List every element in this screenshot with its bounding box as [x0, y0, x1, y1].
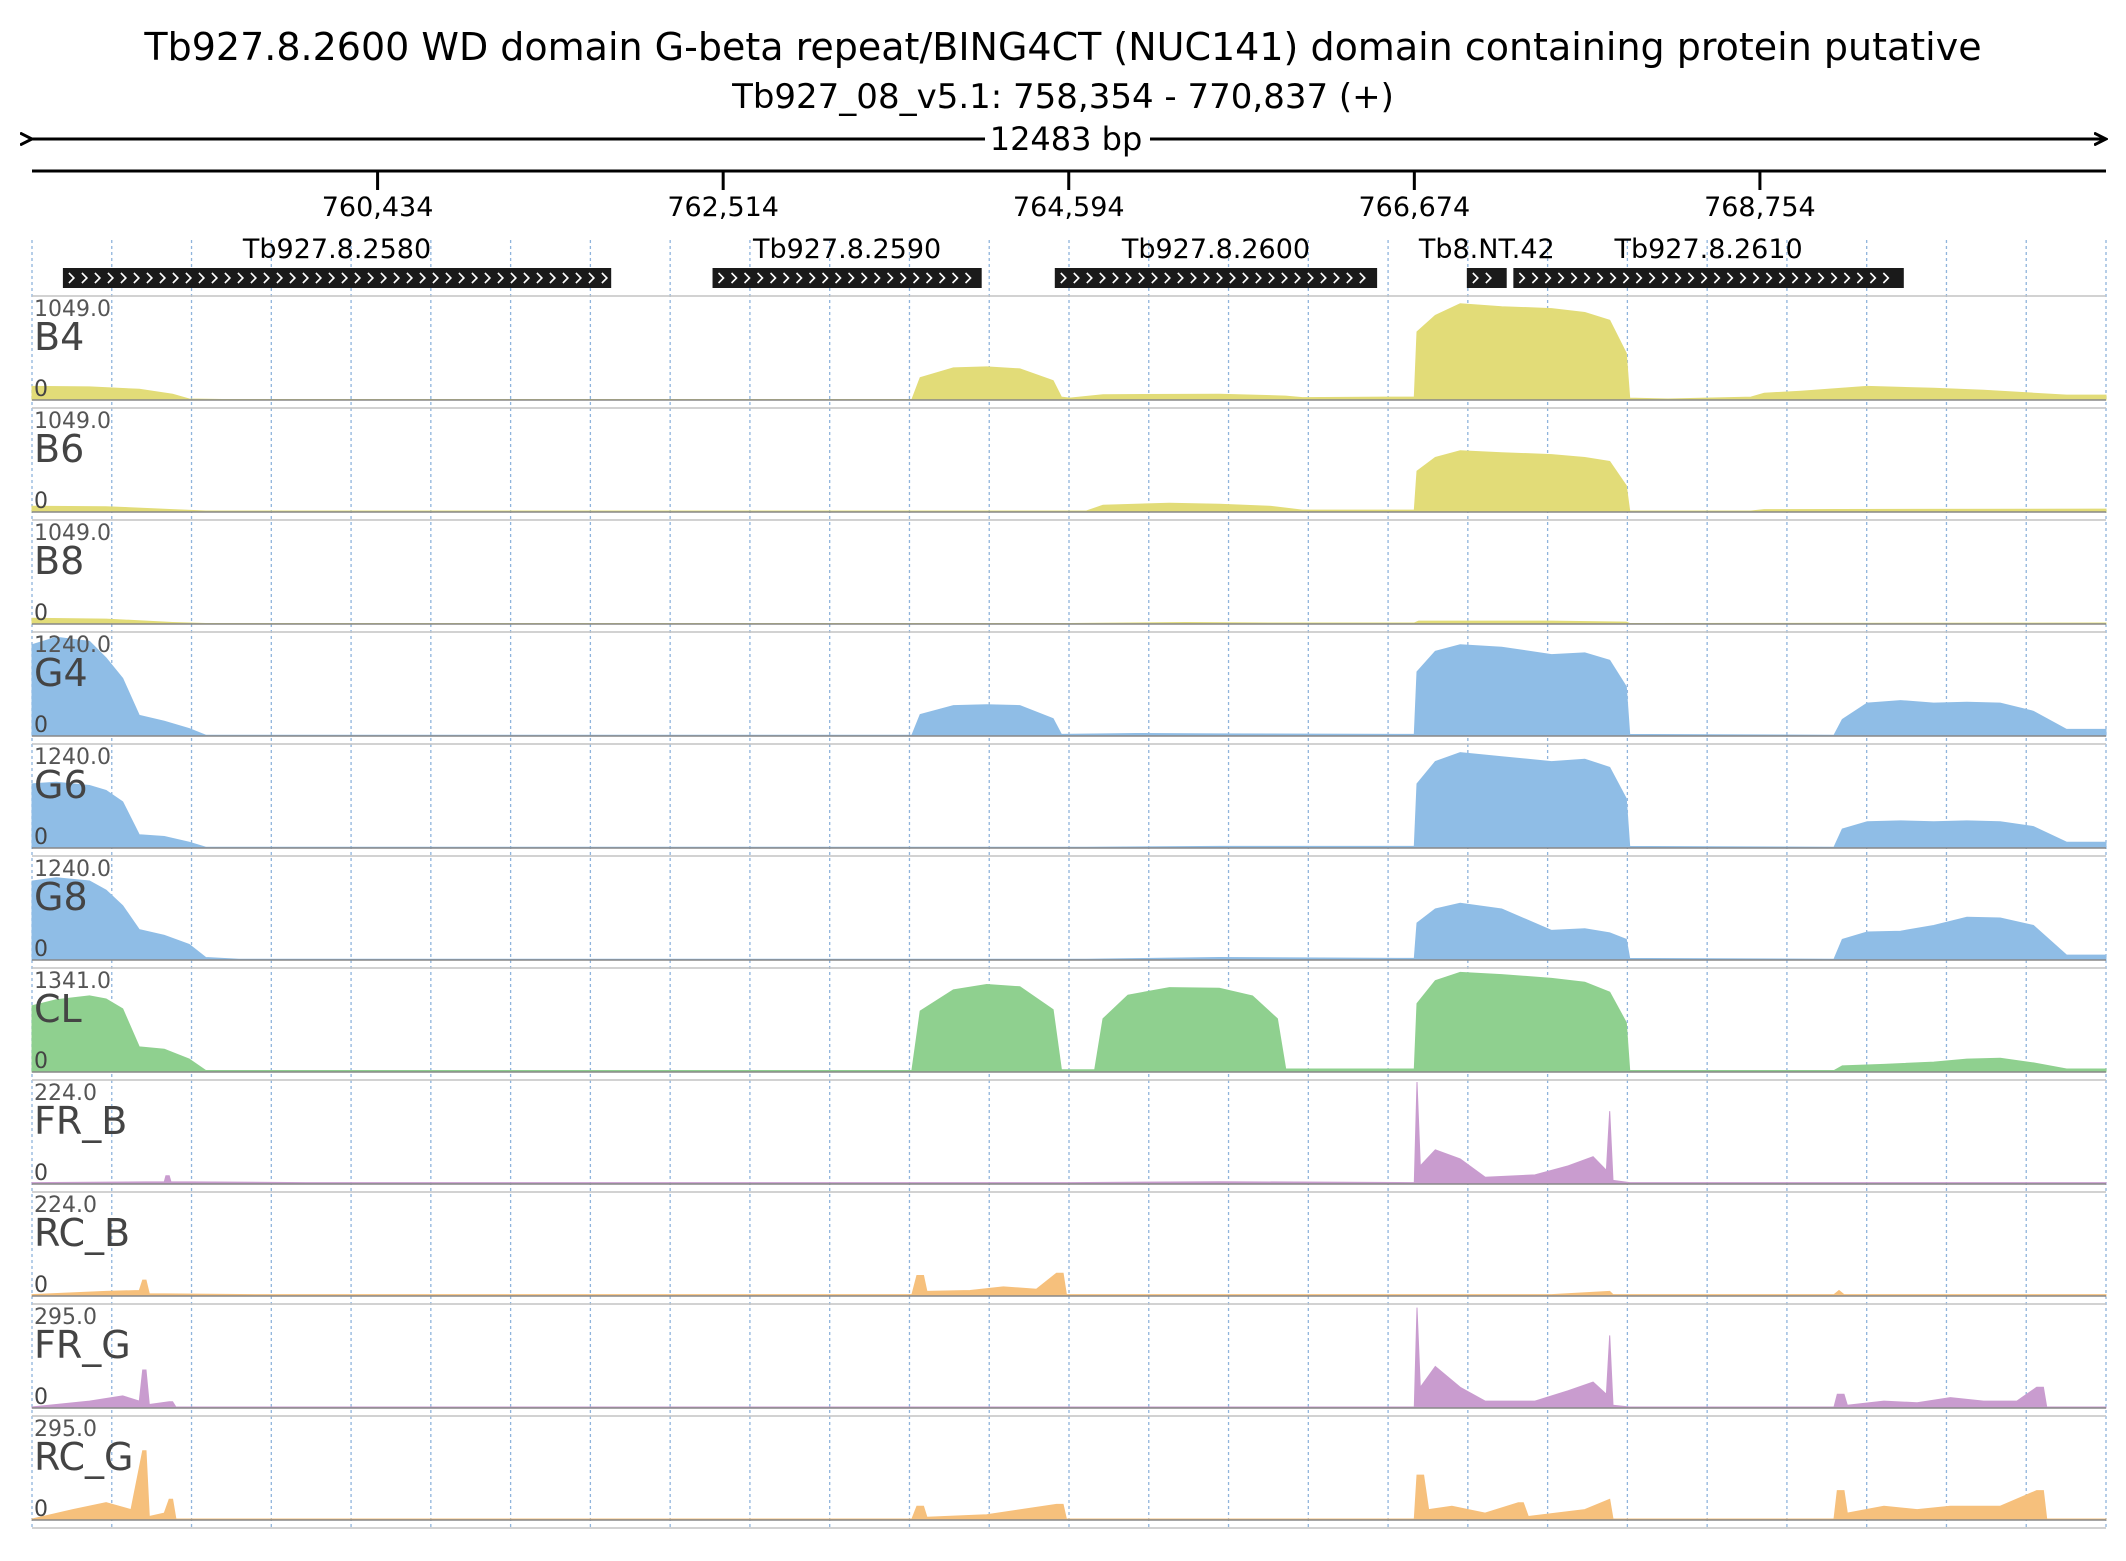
gene-feature[interactable]: Tb8.NT.42: [1418, 234, 1555, 288]
track-name: B4: [34, 315, 84, 359]
track-zero-label: 0: [34, 1161, 48, 1186]
coverage-area: [31, 1307, 2107, 1409]
coverage-area: [31, 752, 2107, 849]
coverage-track: 1341.0CL 0: [31, 967, 2107, 1074]
track-name: RC_G: [34, 1435, 134, 1479]
track-max-label: 295.0: [34, 1305, 97, 1330]
coverage-area: [31, 636, 2107, 737]
page-title: Tb927.8.2600 WD domain G-beta repeat/BIN…: [143, 25, 1981, 69]
track-zero-label: 0: [34, 601, 48, 626]
grid-lines: [31, 240, 2107, 1528]
track-zero-label: 0: [34, 937, 48, 962]
ruler-tick-label: 768,754: [1704, 192, 1816, 223]
track-name: G6: [34, 763, 88, 807]
coverage-track: 1049.0B4 0: [31, 295, 2107, 402]
gene-label: Tb927.8.2610: [1613, 234, 1802, 265]
gene-body[interactable]: [1054, 268, 1378, 288]
gene-body[interactable]: [712, 268, 982, 288]
gene-track: Tb927.8.2580 Tb927.8.2590 Tb927.8.2600 Tb8.…: [62, 234, 1904, 288]
track-name: B6: [34, 427, 84, 471]
ruler-tick-label: 766,674: [1359, 192, 1471, 223]
gene-label: Tb8.NT.42: [1418, 234, 1555, 265]
ruler-tick-label: 762,514: [667, 192, 779, 223]
strand-arrows: [68, 272, 609, 284]
track-name: G4: [34, 651, 88, 695]
track-max-label: 1049.0: [34, 521, 111, 546]
gene-feature[interactable]: Tb927.8.2590: [712, 234, 982, 288]
track-zero-label: 0: [34, 713, 48, 738]
coverage-area: [31, 1272, 2107, 1297]
gene-label: Tb927.8.2580: [242, 234, 431, 265]
track-zero-label: 0: [34, 1385, 48, 1410]
coverage-area: [31, 877, 2107, 961]
span-indicator: 12483 bp: [32, 120, 2106, 158]
coverage-area: [31, 1450, 2107, 1521]
coverage-area: [31, 971, 2107, 1073]
track-zero-label: 0: [34, 825, 48, 850]
track-zero-label: 0: [34, 1497, 48, 1522]
coverage-track: 295.0FR_G 0: [31, 1303, 2107, 1410]
track-zero-label: 0: [34, 1049, 48, 1074]
track-max-label: 224.0: [34, 1081, 97, 1106]
track-name: RC_B: [34, 1211, 130, 1255]
track-name: FR_B: [34, 1099, 127, 1143]
ruler-tick-label: 764,594: [1013, 192, 1125, 223]
coverage-track: 224.0FR_B 0: [31, 1079, 2107, 1186]
coverage-track: 224.0RC_B 0: [31, 1191, 2107, 1298]
track-max-label: 1240.0: [34, 633, 111, 658]
coverage-tracks: 1049.0B401049.0B601049.0B801240.0G401240…: [31, 295, 2107, 1529]
track-max-label: 224.0: [34, 1193, 97, 1218]
gene-body[interactable]: [1513, 268, 1904, 288]
track-name: B8: [34, 539, 84, 583]
gene-feature[interactable]: Tb927.8.2600: [1054, 234, 1378, 288]
track-max-label: 1240.0: [34, 745, 111, 770]
gene-body[interactable]: [1466, 268, 1507, 288]
coverage-area: [31, 450, 2107, 513]
track-max-label: 295.0: [34, 1417, 97, 1442]
track-max-label: 1049.0: [34, 297, 111, 322]
strand-arrows: [717, 272, 972, 284]
track-name: CL: [34, 987, 82, 1031]
coverage-track: 1240.0G4 0: [31, 631, 2107, 738]
coverage-area: [31, 1081, 2107, 1185]
track-zero-label: 0: [34, 1273, 48, 1298]
gene-feature[interactable]: Tb927.8.2580: [62, 234, 612, 288]
ruler-tick-label: 760,434: [322, 192, 434, 223]
gene-label: Tb927.8.2600: [1121, 234, 1310, 265]
coverage-track: 1049.0B8 0: [31, 519, 2107, 626]
coverage-track: 1240.0G8 0: [31, 855, 2107, 962]
coverage-track: 1240.0G6 0: [31, 743, 2107, 850]
track-max-label: 1049.0: [34, 409, 111, 434]
locus-label: Tb927_08_v5.1: 758,354 - 770,837 (+): [731, 77, 1394, 117]
track-zero-label: 0: [34, 377, 48, 402]
coverage-track: 295.0RC_G 0: [31, 1415, 2107, 1522]
track-name: G8: [34, 875, 88, 919]
gene-feature[interactable]: Tb927.8.2610: [1513, 234, 1904, 288]
coordinate-ruler: 760,434 762,514 764,594 766,674 768,754: [32, 169, 2106, 223]
track-zero-label: 0: [34, 489, 48, 514]
strand-arrows: [1472, 272, 1492, 284]
track-max-label: 1341.0: [34, 969, 111, 994]
track-name: FR_G: [34, 1323, 131, 1367]
strand-arrows: [1518, 272, 1890, 284]
span-length-label: 12483 bp: [990, 120, 1143, 158]
gene-label: Tb927.8.2590: [752, 234, 941, 265]
strand-arrows: [1060, 272, 1366, 284]
coverage-track: 1049.0B6 0: [31, 407, 2107, 514]
track-max-label: 1240.0: [34, 857, 111, 882]
